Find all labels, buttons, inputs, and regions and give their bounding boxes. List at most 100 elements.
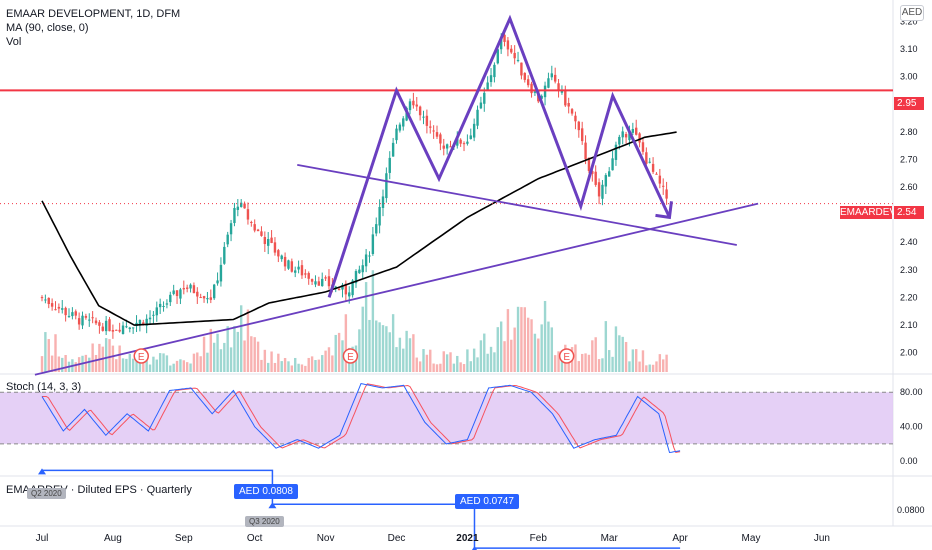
volume-bar bbox=[44, 332, 47, 372]
candle-body bbox=[432, 130, 435, 132]
candle-body bbox=[503, 34, 506, 42]
candle-body bbox=[148, 317, 152, 320]
eps-step-line bbox=[42, 469, 681, 549]
volume-bar bbox=[425, 354, 429, 372]
candle-body bbox=[206, 298, 209, 300]
candle-body bbox=[344, 283, 348, 295]
candle-body bbox=[138, 319, 142, 325]
volume-bar bbox=[223, 342, 226, 372]
candle-body bbox=[243, 203, 246, 209]
volume-bar bbox=[391, 314, 395, 372]
candle-body bbox=[577, 121, 581, 131]
candle-body bbox=[479, 102, 483, 109]
candle-body bbox=[223, 246, 226, 264]
candle-body bbox=[587, 157, 591, 171]
stoch-band bbox=[0, 391, 893, 445]
candle-body bbox=[226, 234, 229, 245]
volume-bar bbox=[260, 359, 263, 372]
volume-bar bbox=[297, 363, 300, 372]
candle-body bbox=[398, 124, 402, 131]
candle-body bbox=[658, 175, 662, 184]
currency-badge[interactable]: AED bbox=[900, 5, 924, 21]
candle-body bbox=[314, 281, 317, 285]
grid-lines bbox=[0, 0, 932, 527]
candle-body bbox=[98, 322, 101, 326]
volume-bar bbox=[611, 356, 614, 372]
candle-body bbox=[553, 74, 557, 82]
candle-body bbox=[499, 36, 503, 50]
volume-bar bbox=[277, 353, 280, 372]
candle-body bbox=[253, 224, 256, 231]
volume-bar bbox=[459, 362, 462, 372]
candle-body bbox=[466, 141, 469, 144]
candle-body bbox=[385, 173, 388, 199]
stoch-legend[interactable]: Stoch (14, 3, 3) bbox=[6, 381, 82, 393]
volume-bar bbox=[172, 363, 175, 372]
volume-bar bbox=[628, 361, 631, 372]
candle-body bbox=[74, 311, 77, 316]
candle-body bbox=[233, 207, 236, 224]
eps-point-marker bbox=[38, 468, 46, 475]
volume-bar bbox=[364, 282, 368, 372]
candle-body bbox=[540, 95, 543, 99]
volume-bar bbox=[341, 340, 344, 372]
volume-bar bbox=[415, 357, 418, 372]
eps-value-tag[interactable]: AED 0.0808 bbox=[234, 484, 298, 499]
candle-body bbox=[412, 100, 415, 106]
candle-body bbox=[591, 171, 594, 174]
eps-value-tag[interactable]: AED 0.0747 bbox=[455, 494, 519, 509]
candle-body bbox=[364, 254, 368, 267]
candle-body bbox=[104, 320, 108, 332]
volume-bars bbox=[40, 270, 668, 372]
eps-tick-label: 0.0800 bbox=[897, 505, 925, 515]
volume-bar bbox=[47, 339, 50, 372]
volume-bar bbox=[537, 338, 540, 372]
eps-quarter-label: Q2 2020 bbox=[27, 488, 66, 499]
volume-bar bbox=[398, 337, 402, 372]
volume-bar bbox=[337, 332, 341, 372]
volume-legend[interactable]: Vol bbox=[6, 36, 22, 48]
candle-body bbox=[212, 284, 216, 299]
candle-body bbox=[125, 326, 128, 328]
stoch-tick-label: 40.00 bbox=[900, 422, 923, 432]
volume-bar bbox=[54, 334, 57, 372]
volume-bar bbox=[479, 340, 483, 372]
candle-body bbox=[348, 292, 351, 297]
candle-body bbox=[533, 91, 537, 93]
stoch-lines bbox=[41, 383, 681, 454]
ma-legend[interactable]: MA (90, close, 0) bbox=[6, 22, 89, 34]
candle-body bbox=[651, 163, 655, 172]
candle-body bbox=[425, 115, 429, 126]
candle-body bbox=[402, 118, 405, 127]
volume-bar bbox=[209, 328, 213, 372]
candle-body bbox=[496, 49, 499, 64]
volume-bar bbox=[358, 329, 361, 372]
candle-body bbox=[604, 175, 608, 187]
volume-bar bbox=[435, 364, 439, 372]
volume-bar bbox=[256, 341, 260, 372]
candle-body bbox=[614, 144, 618, 160]
candle-body bbox=[445, 144, 449, 149]
volume-bar bbox=[88, 357, 91, 372]
candle-body bbox=[172, 290, 175, 294]
volume-bar bbox=[64, 355, 67, 372]
candle-body bbox=[121, 325, 125, 335]
candle-body bbox=[61, 308, 64, 310]
volume-bar bbox=[641, 350, 645, 372]
candle-body bbox=[337, 288, 341, 291]
volume-bar bbox=[216, 333, 219, 372]
chart-title[interactable]: EMAAR DEVELOPMENT, 1D, DFM bbox=[6, 8, 181, 20]
volume-bar bbox=[233, 326, 236, 372]
candle-body bbox=[648, 161, 651, 163]
candle-body bbox=[429, 126, 432, 128]
time-tick-label: Dec bbox=[388, 533, 406, 544]
candle-body bbox=[543, 85, 547, 98]
stoch-d-line bbox=[42, 383, 681, 453]
candle-body bbox=[641, 142, 645, 152]
candle-body bbox=[547, 78, 550, 88]
candle-body bbox=[523, 72, 526, 80]
candle-body bbox=[239, 202, 243, 207]
candle-body bbox=[375, 224, 378, 234]
volume-bar bbox=[604, 321, 608, 372]
candle-body bbox=[145, 318, 148, 326]
